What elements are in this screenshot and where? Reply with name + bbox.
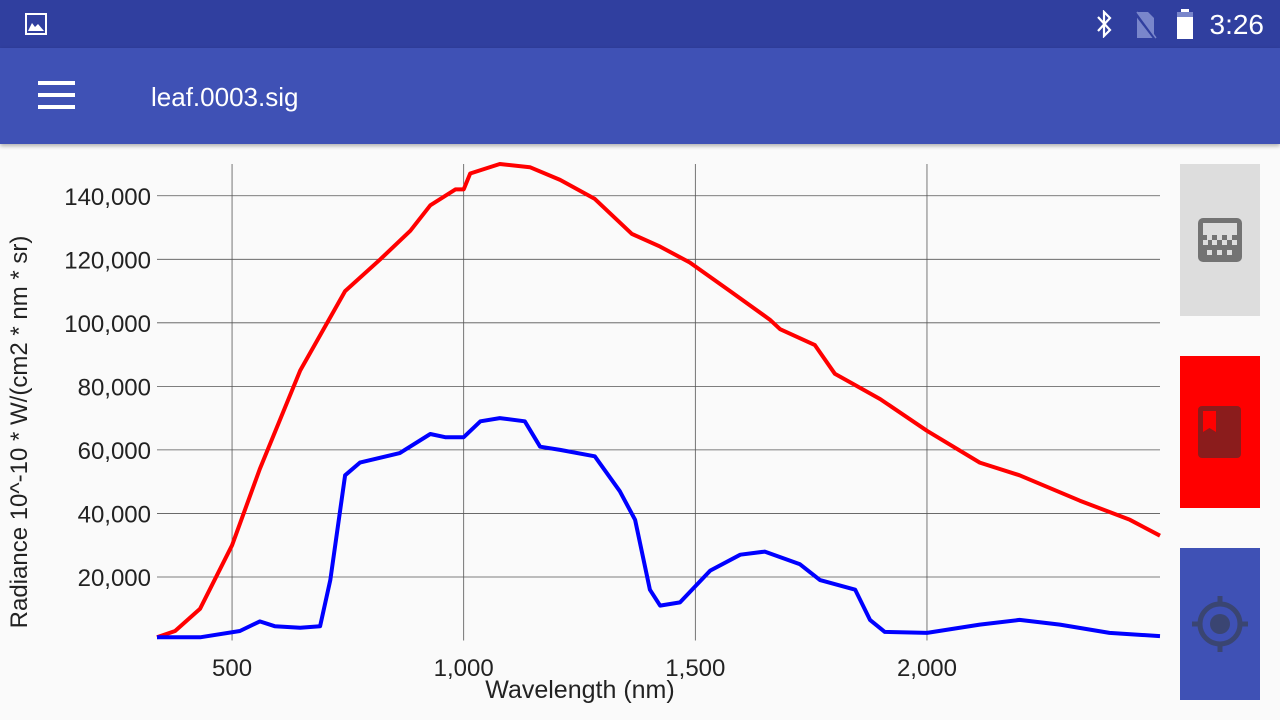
battery-icon: [1177, 9, 1193, 39]
y-tick-label: 40,000: [78, 501, 151, 528]
series-line-reference: [156, 162, 1161, 640]
y-tick-label: 80,000: [78, 374, 151, 401]
target-button[interactable]: [1180, 548, 1260, 700]
status-bar: 3:26: [0, 0, 1280, 48]
page-title: leaf.0003.sig: [151, 82, 299, 112]
crosshair-icon: [1192, 596, 1248, 652]
bluetooth-icon: [1097, 10, 1112, 38]
calibrate-button[interactable]: [1180, 164, 1260, 316]
y-tick-label: 60,000: [78, 438, 151, 465]
checkerboard-icon: [1198, 218, 1242, 262]
radiance-chart: 20,000 40,000 60,000 80,000 100,000 120,000 14…: [6, 162, 1161, 704]
app-bar: leaf.0003.sig: [0, 48, 1280, 144]
hamburger-menu-icon[interactable]: [38, 81, 76, 109]
y-tick-label: 100,000: [64, 311, 151, 338]
series-line-target: [157, 416, 1161, 640]
y-tick-label: 20,000: [78, 565, 151, 592]
clock: 3:26: [1209, 9, 1265, 40]
y-axis-label: Radiance 10^-10 * W/(cm2 * nm * sr): [6, 236, 33, 629]
gallery-icon: [25, 13, 47, 35]
x-tick-label: 2,000: [897, 655, 957, 682]
no-sim-icon: [1134, 11, 1158, 40]
save-reference-button[interactable]: [1180, 356, 1260, 508]
x-tick-label: 500: [212, 655, 252, 682]
y-tick-label: 140,000: [64, 184, 151, 211]
bookmark-book-icon: [1198, 406, 1241, 458]
x-axis-label: Wavelength (nm): [485, 676, 674, 704]
x-tick-label: 1,500: [665, 655, 725, 682]
y-tick-label: 120,000: [64, 247, 151, 274]
x-tick-label: 1,000: [434, 655, 494, 682]
